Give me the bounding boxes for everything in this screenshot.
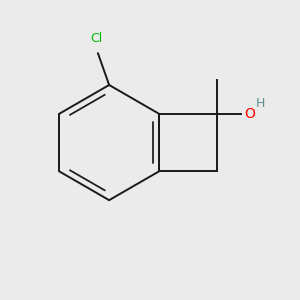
Text: H: H: [255, 97, 265, 110]
Text: O: O: [244, 107, 255, 121]
Text: Cl: Cl: [90, 32, 102, 45]
